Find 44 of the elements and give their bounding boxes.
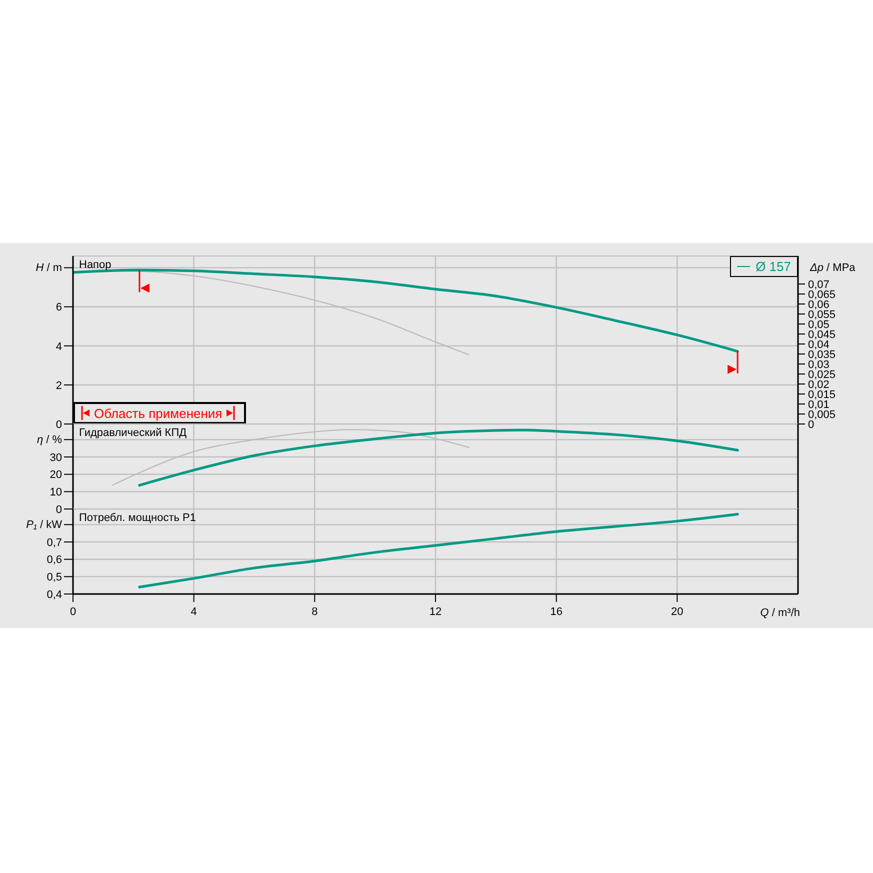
y-axis-title: η / % [36, 434, 62, 446]
x-tick-label: 16 [550, 606, 562, 618]
y-tick-label: 20 [50, 469, 62, 482]
y2-tick-label: 0,02 [808, 378, 830, 391]
y2-tick-label: 0,04 [808, 338, 830, 351]
y-tick-label: 30 [50, 452, 62, 464]
x-tick-label: 20 [671, 606, 684, 618]
y2-tick-label: 0,07 [808, 278, 830, 291]
y2-tick-label: 0,065 [808, 288, 836, 301]
x-tick-label: 4 [190, 606, 197, 618]
y2-tick-label: 0 [808, 418, 814, 431]
x-axis-title: Q / m³/h [760, 607, 800, 619]
y-tick-label: 2 [56, 380, 62, 392]
y2-tick-label: 0,055 [808, 308, 836, 321]
y-tick-label: 6 [56, 302, 62, 314]
legend-label: Ø 157 [756, 259, 791, 274]
y-tick-label: 0 [56, 504, 62, 516]
y2-tick-label: 0,035 [808, 348, 836, 361]
y2-tick-label: 0,045 [808, 328, 836, 341]
y2-axis-title: Δp / MPa [810, 262, 856, 274]
y-tick-label: 10 [50, 486, 62, 499]
y-tick-label: 0,7 [46, 536, 62, 549]
y-axis-title: H / m [36, 262, 62, 274]
y-tick-label: 0,4 [46, 588, 62, 601]
y-tick-label: 4 [56, 340, 62, 353]
y-tick-label: 0 [56, 418, 62, 431]
x-tick-label: 12 [429, 606, 442, 618]
y-tick-label: 0,5 [46, 572, 62, 584]
y2-tick-label: 0,05 [808, 318, 830, 331]
y2-tick-label: 0,005 [808, 408, 836, 421]
y-axis-title: P₁ / kW [26, 518, 62, 531]
y2-tick-label: 0,015 [808, 388, 836, 401]
y-tick-label: 0,6 [46, 554, 62, 566]
x-tick-label: 8 [312, 606, 318, 618]
chart-title: Потребл. мощность P1 [79, 512, 196, 524]
annotation: Область применения [94, 406, 222, 420]
y2-tick-label: 0,01 [808, 398, 830, 411]
x-tick-label: 0 [70, 606, 76, 618]
y2-tick-label: 0,025 [808, 368, 836, 381]
y2-tick-label: 0,06 [808, 298, 830, 311]
line-series [73, 268, 739, 353]
y2-tick-label: 0,03 [808, 358, 830, 371]
chart-title: Напор [79, 259, 112, 271]
chart-title: Гидравлический КПД [79, 427, 187, 439]
